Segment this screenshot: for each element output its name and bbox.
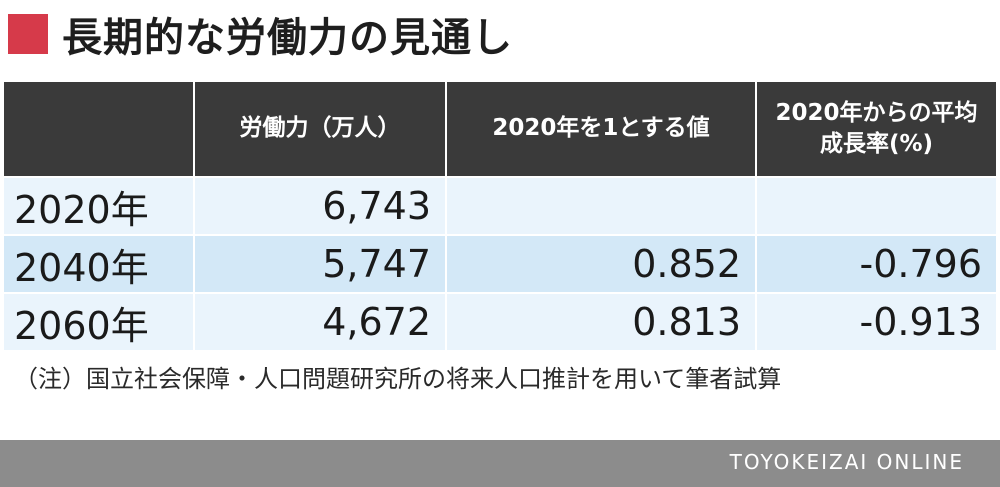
table-row: 2040年 5,747 0.852 -0.796 xyxy=(4,234,996,293)
title-block: 長期的な労働力の見通し xyxy=(8,8,513,61)
cell-index: 0.813 xyxy=(445,292,756,350)
cell-year: 2040年 xyxy=(4,234,194,293)
header-labor-force: 労働力（万人） xyxy=(193,82,446,177)
table-row: 2020年 6,743 xyxy=(4,176,996,235)
title-marker-square xyxy=(8,14,48,54)
cell-year: 2020年 xyxy=(4,176,194,235)
footer-bar: TOYOKEIZAI ONLINE xyxy=(0,440,1000,487)
cell-year: 2060年 xyxy=(4,292,194,350)
labor-force-table: 労働力（万人） 2020年を1とする値 2020年からの平均成長率(%) 202… xyxy=(4,82,996,350)
page-title: 長期的な労働力の見通し xyxy=(62,15,513,61)
cell-labor-force: 6,743 xyxy=(193,176,446,235)
header-year xyxy=(4,82,194,177)
header-growth-rate: 2020年からの平均成長率(%) xyxy=(755,82,996,177)
footnote: （注）国立社会保障・人口問題研究所の将来人口推計を用いて筆者試算 xyxy=(14,365,782,393)
cell-labor-force: 4,672 xyxy=(193,292,446,350)
cell-labor-force: 5,747 xyxy=(193,234,446,293)
cell-growth-rate: -0.913 xyxy=(755,292,996,350)
table-header-row: 労働力（万人） 2020年を1とする値 2020年からの平均成長率(%) xyxy=(4,82,996,177)
header-index: 2020年を1とする値 xyxy=(445,82,756,177)
table-row: 2060年 4,672 0.813 -0.913 xyxy=(4,292,996,350)
cell-growth-rate: -0.796 xyxy=(755,234,996,293)
brand-label: TOYOKEIZAI ONLINE xyxy=(729,450,964,474)
cell-growth-rate xyxy=(755,176,996,235)
cell-index: 0.852 xyxy=(445,234,756,293)
cell-index xyxy=(445,176,756,235)
